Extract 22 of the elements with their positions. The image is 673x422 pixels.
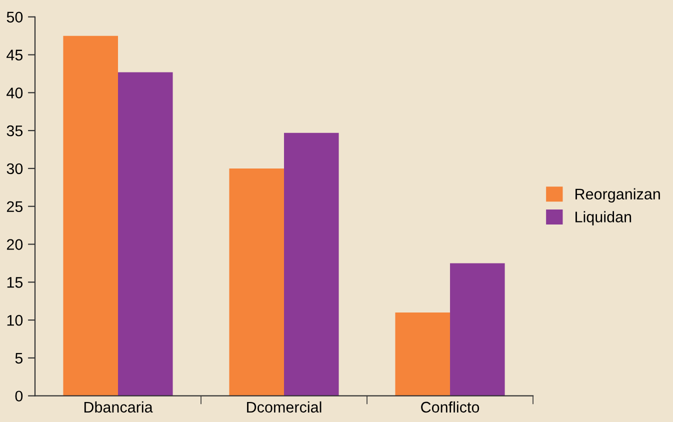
y-tick-label: 50	[6, 12, 23, 23]
y-tick-label: 30	[6, 163, 23, 174]
bar	[395, 312, 450, 396]
bar	[63, 36, 118, 396]
legend-label: Liquidan	[576, 211, 632, 226]
bar	[229, 168, 284, 396]
x-tick-label: Dcomercial	[247, 401, 322, 413]
y-tick-label: 20	[6, 239, 23, 250]
x-tick-label: Conflicto	[421, 401, 480, 413]
bar	[118, 72, 173, 396]
y-tick-label: 5	[15, 352, 23, 364]
y-tick-label: 45	[6, 50, 23, 60]
bar	[450, 263, 505, 396]
y-tick-label: 0	[15, 390, 23, 402]
y-tick-label: 25	[6, 201, 23, 212]
y-tick-label: 10	[7, 314, 23, 326]
y-tick-label: 15	[7, 277, 23, 288]
legend-label: Reorganizan	[576, 188, 660, 203]
y-tick-label: 35	[6, 125, 23, 136]
y-tick-label: 40	[6, 88, 23, 98]
bar	[284, 132, 339, 396]
x-tick-label: Dbancaria	[84, 401, 153, 413]
